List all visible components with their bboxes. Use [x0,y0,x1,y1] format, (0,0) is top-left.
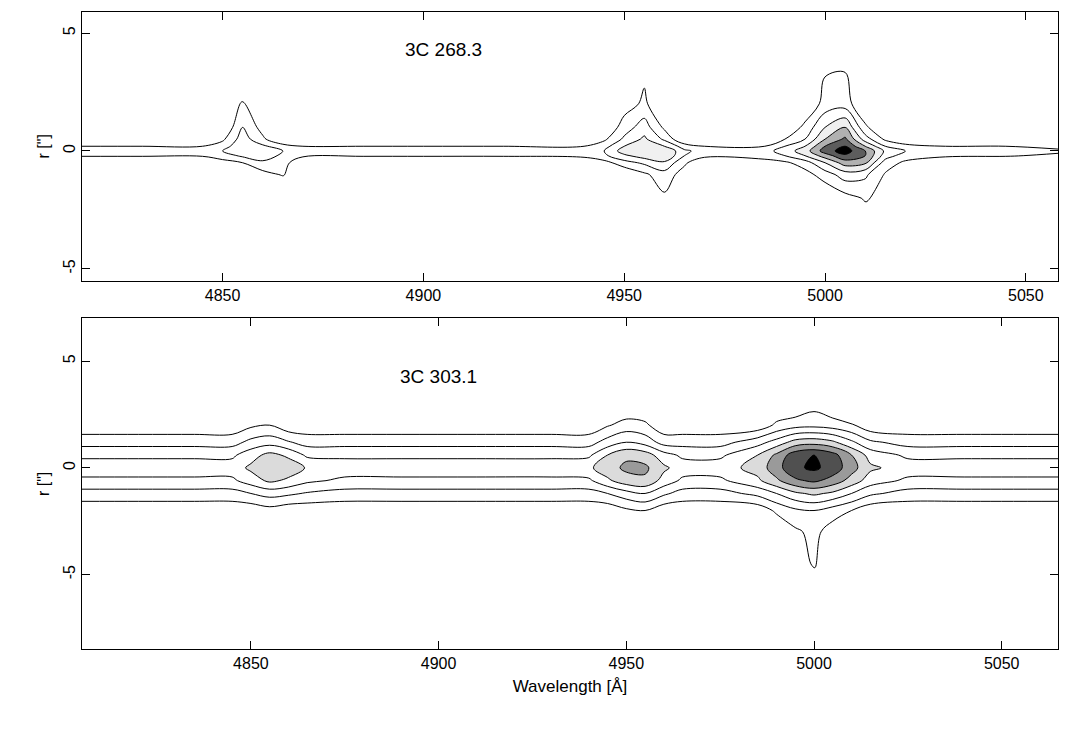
svg-text:4950: 4950 [606,287,642,304]
svg-text:r ["]: r ["] [35,134,52,158]
svg-text:5050: 5050 [1008,287,1044,304]
svg-text:4850: 4850 [233,655,269,672]
svg-text:4950: 4950 [609,655,645,672]
svg-text:-5: -5 [61,259,78,273]
svg-text:r ["]: r ["] [35,472,52,496]
svg-text:0: 0 [61,461,78,470]
svg-text:-5: -5 [61,565,78,579]
svg-text:0: 0 [61,144,78,153]
svg-text:5: 5 [61,354,78,363]
svg-text:3C 303.1: 3C 303.1 [400,366,477,387]
svg-text:4850: 4850 [205,287,241,304]
svg-text:5000: 5000 [807,287,843,304]
svg-text:3C 268.3: 3C 268.3 [405,39,482,60]
svg-text:4900: 4900 [421,655,457,672]
svg-text:5000: 5000 [796,655,832,672]
svg-text:Wavelength [Å]: Wavelength [Å] [513,677,628,696]
svg-text:5: 5 [61,26,78,35]
svg-text:4900: 4900 [406,287,442,304]
svg-text:5050: 5050 [984,655,1020,672]
